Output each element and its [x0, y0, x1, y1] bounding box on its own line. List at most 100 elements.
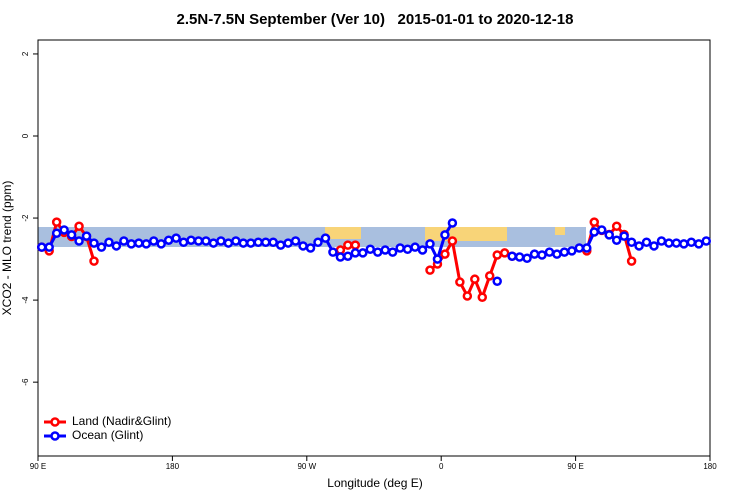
data-point — [141, 239, 152, 249]
data-point — [186, 235, 196, 245]
data-point — [402, 244, 413, 254]
data-point — [253, 237, 264, 248]
y-tick-label: -6 — [21, 378, 30, 386]
data-point — [611, 221, 622, 232]
data-point — [604, 230, 614, 240]
data-point — [492, 250, 502, 260]
x-tick-label: 90 E — [567, 462, 583, 471]
x-axis-label: Longitude (deg E) — [327, 476, 422, 490]
data-point — [596, 225, 607, 235]
data-point — [626, 256, 637, 266]
data-point — [350, 248, 361, 258]
data-point — [559, 247, 570, 257]
data-point — [178, 237, 189, 248]
data-point — [537, 250, 547, 260]
data-point — [148, 236, 159, 246]
data-point — [462, 291, 473, 301]
data-point — [51, 217, 62, 227]
data-point — [641, 237, 652, 248]
data-point — [686, 237, 697, 248]
data-point — [66, 230, 77, 240]
data-point — [51, 228, 62, 238]
data-point — [104, 237, 114, 248]
data-point — [223, 238, 234, 248]
land-strip — [425, 227, 507, 241]
data-point — [410, 242, 420, 252]
data-point — [44, 242, 54, 252]
data-point — [529, 249, 540, 259]
data-point — [395, 243, 405, 253]
legend-label: Land (Nadir&Glint) — [72, 414, 171, 428]
x-tick-label: 180 — [703, 462, 717, 471]
data-point — [231, 236, 241, 246]
data-point — [81, 231, 92, 241]
legend: Land (Nadir&Glint)Ocean (Glint) — [44, 414, 171, 442]
data-point — [260, 237, 271, 248]
data-point — [171, 233, 181, 243]
data-point — [283, 238, 293, 248]
legend-marker — [50, 431, 60, 441]
y-tick-label: -2 — [21, 214, 30, 222]
data-point — [208, 238, 219, 248]
land-strip — [555, 227, 565, 235]
data-point — [89, 256, 99, 266]
data-point — [447, 236, 458, 246]
x-tick-label: 90 W — [297, 462, 316, 471]
data-point — [499, 248, 510, 258]
data-point — [440, 230, 450, 240]
data-point — [74, 236, 84, 246]
data-point — [201, 236, 211, 246]
x-tick-label: 90 E — [30, 462, 46, 471]
data-point — [649, 241, 659, 251]
data-point — [111, 241, 122, 251]
data-point — [432, 254, 443, 264]
data-point — [96, 242, 107, 252]
data-point — [694, 239, 704, 249]
data-point — [328, 247, 338, 257]
land-strip — [325, 227, 361, 239]
data-point — [350, 240, 361, 250]
data-point — [574, 243, 585, 253]
data-point — [514, 252, 525, 262]
data-point — [470, 274, 480, 284]
data-point — [507, 251, 517, 261]
data-point — [567, 246, 577, 256]
data-point — [492, 276, 502, 286]
data-point — [134, 238, 144, 248]
data-point — [455, 277, 465, 287]
y-tick-label: 0 — [21, 133, 30, 138]
legend-marker — [50, 417, 60, 427]
data-point — [626, 237, 637, 248]
data-point — [358, 248, 368, 258]
x-tick-label: 180 — [166, 462, 180, 471]
data-point — [425, 265, 435, 275]
data-point — [290, 236, 301, 246]
data-point — [656, 236, 667, 246]
y-tick-label: -4 — [21, 296, 30, 304]
data-point — [417, 245, 428, 255]
y-tick-label: 2 — [21, 51, 30, 56]
data-point — [156, 239, 166, 249]
data-point — [440, 249, 450, 259]
data-point — [380, 245, 390, 255]
data-point — [701, 236, 712, 246]
data-point — [275, 240, 286, 250]
data-point — [372, 247, 383, 257]
data-point — [335, 252, 346, 262]
y-axis-label: XCO2 - MLO trend (ppm) — [0, 181, 14, 316]
data-point — [343, 251, 353, 261]
data-point — [425, 239, 435, 249]
data-point — [522, 253, 532, 264]
data-point — [36, 242, 47, 252]
data-point — [679, 239, 689, 249]
x-tick-label: 0 — [439, 462, 444, 471]
data-point — [634, 241, 644, 251]
data-point — [193, 236, 204, 246]
data-point — [447, 218, 458, 228]
data-point — [320, 233, 331, 243]
data-point — [365, 244, 376, 254]
data-point — [246, 238, 256, 248]
data-point — [238, 238, 249, 248]
data-point — [589, 217, 600, 227]
